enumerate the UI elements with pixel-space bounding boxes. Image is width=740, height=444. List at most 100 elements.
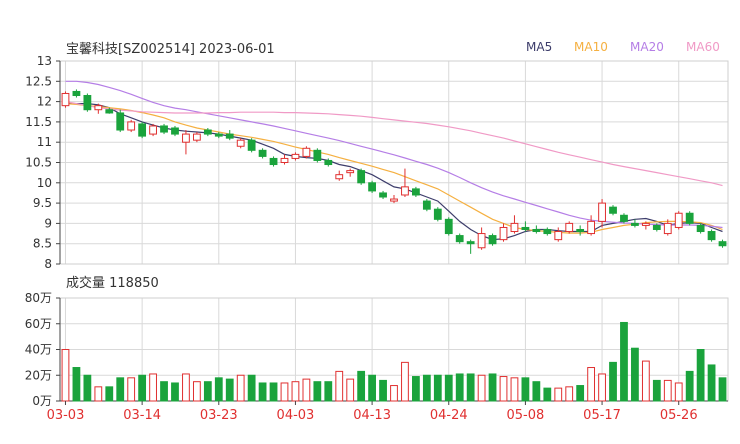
candlesticks (61, 89, 727, 254)
candle-body (674, 212, 683, 228)
candlestick (269, 156, 278, 167)
candlestick (225, 130, 234, 141)
volume-tick-label: 60万 (25, 317, 52, 331)
candlestick (576, 225, 585, 236)
candle-body (302, 147, 311, 157)
price-tick-label: 12 (37, 95, 52, 109)
candlestick (214, 132, 223, 139)
candle-body (444, 218, 453, 235)
candlestick (171, 125, 179, 137)
volume-bar (335, 370, 344, 402)
candlestick (280, 154, 289, 165)
price-tick-label: 11 (37, 135, 52, 149)
candle-body (203, 129, 212, 135)
candlestick (335, 170, 344, 181)
candlestick (324, 158, 333, 167)
volume-bar (291, 381, 300, 402)
volume-bar (313, 381, 322, 402)
candle-body (379, 192, 387, 198)
candlestick (192, 132, 201, 143)
candlestick (302, 146, 311, 159)
candlestick (182, 130, 190, 155)
candle-body (620, 214, 628, 222)
volume-bar (674, 382, 683, 402)
volume-bar (631, 347, 639, 402)
ma-line-ma60 (65, 101, 723, 187)
volume-bar (368, 374, 376, 402)
volume-bar (280, 382, 289, 402)
price-tick-label: 12.5 (25, 74, 52, 88)
volume-bar (160, 381, 168, 402)
candle-body (116, 112, 125, 131)
candlestick (401, 168, 409, 198)
candle-body (192, 133, 201, 141)
candle-body (368, 182, 376, 192)
candle-body (685, 212, 694, 224)
volume-bar (105, 386, 114, 402)
candlestick (696, 223, 705, 234)
candle-body (587, 220, 596, 235)
legend: MA5 MA10 MA20 MA60 (526, 40, 720, 54)
candle-body (641, 222, 650, 226)
date-tick-label: 03-14 (123, 408, 161, 423)
price-tick-label: 10 (37, 176, 52, 190)
volume-bar (718, 377, 727, 402)
volume-bar (171, 382, 179, 402)
candlestick (433, 207, 442, 222)
volume-bar (609, 361, 617, 402)
volume-bar (685, 370, 694, 402)
volume-bar (94, 386, 103, 402)
candlestick (444, 217, 453, 236)
volume-bar (466, 373, 475, 402)
candlestick (674, 211, 683, 230)
candlestick (510, 215, 519, 234)
candle-body (532, 228, 541, 233)
candle-body (182, 133, 190, 143)
candle-body (554, 231, 563, 241)
candle-body (258, 149, 267, 157)
candle-body (225, 133, 234, 139)
candlestick (554, 227, 563, 242)
candle-body (291, 153, 300, 159)
candle-body (160, 125, 168, 133)
price-tick-label: 8 (44, 257, 52, 271)
candlestick (477, 227, 486, 250)
candlestick (641, 221, 650, 230)
candle-body (313, 149, 322, 161)
volume-bar (521, 377, 530, 402)
candlestick (663, 219, 672, 236)
candlestick (412, 186, 420, 198)
volume-bar (444, 374, 453, 402)
volume-bar (477, 374, 486, 402)
volume-bar (652, 379, 661, 402)
candle-body (696, 224, 705, 233)
volume-bar (203, 381, 212, 402)
candlestick (587, 215, 596, 236)
candlestick (685, 211, 694, 226)
candlestick (203, 127, 212, 137)
candle-body (466, 241, 475, 245)
volume-tick-label: 40万 (25, 343, 52, 357)
candle-body (543, 228, 552, 235)
candlestick (127, 119, 136, 133)
candlestick (247, 138, 256, 153)
price-tick-label: 10.5 (25, 156, 52, 170)
volume-label: 成交量 118850 (66, 275, 159, 291)
candlestick (466, 239, 475, 254)
candlestick (258, 148, 267, 159)
candlestick (346, 168, 355, 177)
candle-body (663, 222, 672, 235)
candle-body (138, 123, 147, 137)
volume-bar (138, 374, 147, 402)
candlestick (598, 199, 606, 228)
candle-body (83, 95, 92, 111)
legend-item-ma5: MA5 (526, 40, 552, 54)
volume-bars (61, 321, 727, 402)
candle-body (412, 188, 420, 196)
candle-body (488, 235, 497, 245)
volume-bar (192, 381, 201, 402)
candle-body (335, 174, 344, 180)
volume-bar (565, 386, 574, 402)
candle-body (61, 92, 70, 107)
candlestick (149, 123, 157, 137)
